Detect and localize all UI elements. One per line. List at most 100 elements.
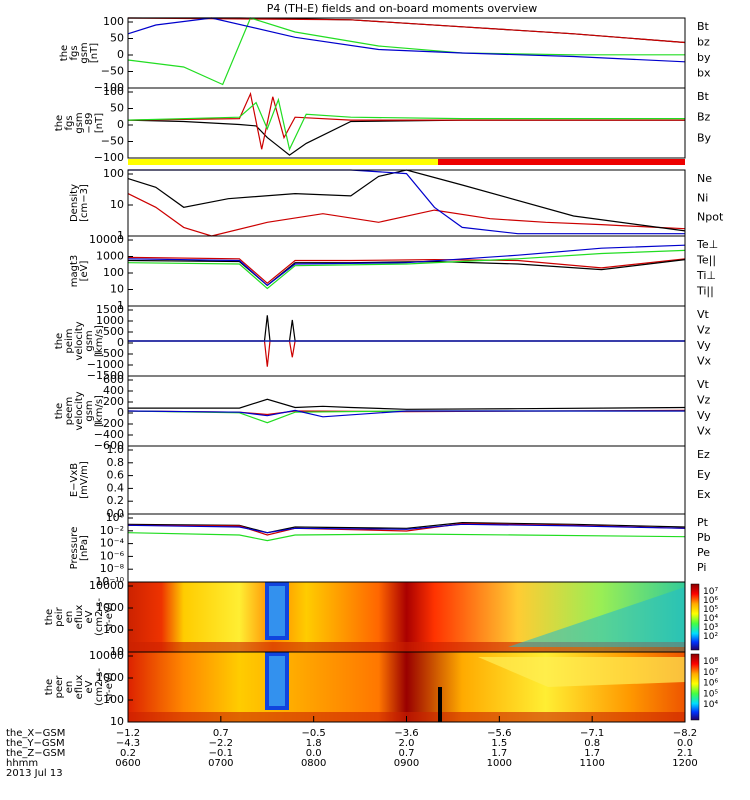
y-axis-label: gsm xyxy=(84,400,95,421)
y-tick-label: 500 xyxy=(103,325,124,338)
y-tick-label: 10⁻⁸ xyxy=(100,562,125,575)
y-tick-label: 0 xyxy=(117,48,124,61)
y-axis-label: the xyxy=(59,45,70,61)
y-axis-label: [cm−3] xyxy=(79,184,90,222)
spectrogram-band xyxy=(128,642,685,652)
colorbar-tick-label: 10⁷ xyxy=(703,587,718,597)
footer-value: 1.8 xyxy=(306,738,322,749)
footer-value: 1200 xyxy=(672,758,697,769)
series-line xyxy=(128,398,686,410)
legend-label: Bz xyxy=(697,111,711,124)
footer-value: 2.0 xyxy=(399,738,415,749)
y-axis-label: −89 xyxy=(84,112,95,133)
legend-label: Pi xyxy=(697,561,706,574)
footer-value: 1100 xyxy=(579,758,604,769)
series-line xyxy=(127,193,686,237)
y-axis-label: fgs xyxy=(69,45,80,60)
y-tick-label: 100 xyxy=(103,15,124,28)
footer-row-label: the_Z−GSM xyxy=(6,748,65,759)
y-tick-label: −200 xyxy=(94,417,124,430)
y-tick-label: 100 xyxy=(103,85,124,98)
legend-label: Ey xyxy=(697,468,711,481)
footer-value: −7.1 xyxy=(580,728,604,739)
plot-title: P4 (TH-E) fields and on-board moments ov… xyxy=(267,2,538,15)
legend-label: Vx xyxy=(697,425,712,438)
colorbar-tick-label: 10⁸ xyxy=(703,657,718,667)
series-line xyxy=(127,169,686,232)
footer-value: 0.0 xyxy=(306,748,322,759)
y-tick-label: 1 xyxy=(117,229,124,242)
y-tick-label: 10 xyxy=(110,715,124,728)
footer-row-label: hhmm xyxy=(6,758,38,769)
y-axis-label: the xyxy=(54,333,65,349)
y-axis-label: sr-eV) xyxy=(104,672,115,701)
y-axis-label: (cm2-s- xyxy=(94,668,105,706)
mode-bar-segment xyxy=(128,159,438,165)
legend-label: Pb xyxy=(697,531,711,544)
panel-frame xyxy=(127,169,686,237)
y-tick-label: 1000 xyxy=(96,250,124,263)
y-axis-label: magt3 xyxy=(69,255,80,288)
series-line xyxy=(128,315,685,342)
legend-label: Ez xyxy=(697,448,710,461)
y-tick-label: 200 xyxy=(103,395,124,408)
colorbar-tick-label: 10⁴ xyxy=(703,614,718,624)
y-tick-label: 10⁻⁴ xyxy=(100,537,125,550)
mode-bar-segment xyxy=(438,159,685,165)
y-tick-label: 1000 xyxy=(96,671,124,684)
series-line xyxy=(127,17,685,86)
y-axis-label: the xyxy=(44,679,55,695)
y-axis-label: eV xyxy=(84,610,95,623)
y-axis-label: (cm2-s- xyxy=(94,598,105,636)
y-axis-label: eV xyxy=(84,680,95,693)
y-tick-label: 0.0 xyxy=(107,507,125,520)
series-line xyxy=(128,340,685,367)
y-tick-label: 0.4 xyxy=(107,481,125,494)
y-axis-label: en xyxy=(64,681,75,694)
y-axis-label: velocity xyxy=(74,391,85,430)
y-tick-label: 1500 xyxy=(96,303,124,316)
legend-label: Ni xyxy=(697,191,708,204)
panel-fgs: Bt bz by bx 100 50 0 −50 −100 the fgs gsm [nT] xyxy=(59,15,711,94)
y-axis-label: [nT] xyxy=(94,113,105,133)
y-tick-label: 10⁻¹⁰ xyxy=(95,575,124,588)
panel-fgs-dsl: Bt Bz By 100 50 0 −50 −100 the fgs gsm −89 [nT] xyxy=(54,85,712,164)
footer-value: 0.0 xyxy=(677,738,693,749)
footer-value: −8.2 xyxy=(673,728,697,739)
y-tick-label: 1000 xyxy=(96,601,124,614)
panel-frame xyxy=(127,513,686,583)
y-tick-label: 10 xyxy=(110,645,124,658)
y-tick-label: 400 xyxy=(103,384,124,397)
footer-value: 0.7 xyxy=(399,748,415,759)
y-axis-label: gsm xyxy=(79,42,90,63)
y-axis-label: eflux xyxy=(74,675,85,700)
footer-value: 0.2 xyxy=(120,748,136,759)
series-line xyxy=(127,17,686,44)
y-tick-label: 100 xyxy=(103,167,124,180)
legend-label: Vz xyxy=(697,324,711,337)
legend-label: Vz xyxy=(697,394,711,407)
y-tick-label: 10000 xyxy=(89,649,124,662)
y-axis-label: E−VxB xyxy=(69,463,80,497)
legend-label: by xyxy=(697,51,711,64)
spectrogram-region xyxy=(478,657,685,687)
y-tick-label: −100 xyxy=(94,81,124,94)
panel-frame xyxy=(127,87,686,159)
colorbar-tick-label: 10⁷ xyxy=(703,668,718,678)
y-tick-label: 10 xyxy=(110,283,124,296)
footer-value: −5.6 xyxy=(487,728,511,739)
y-tick-label: 50 xyxy=(110,32,124,45)
y-tick-label: 1.0 xyxy=(107,443,125,456)
y-axis-label: en xyxy=(64,611,75,624)
legend-label: By xyxy=(697,131,712,144)
y-tick-label: 0 xyxy=(117,336,124,349)
y-tick-label: 0 xyxy=(117,118,124,131)
legend-label: Ti|| xyxy=(696,285,714,298)
panel-frame xyxy=(127,445,686,515)
y-axis-label: [nT] xyxy=(89,43,100,63)
y-tick-label: −400 xyxy=(94,428,124,441)
series-line xyxy=(127,17,686,63)
